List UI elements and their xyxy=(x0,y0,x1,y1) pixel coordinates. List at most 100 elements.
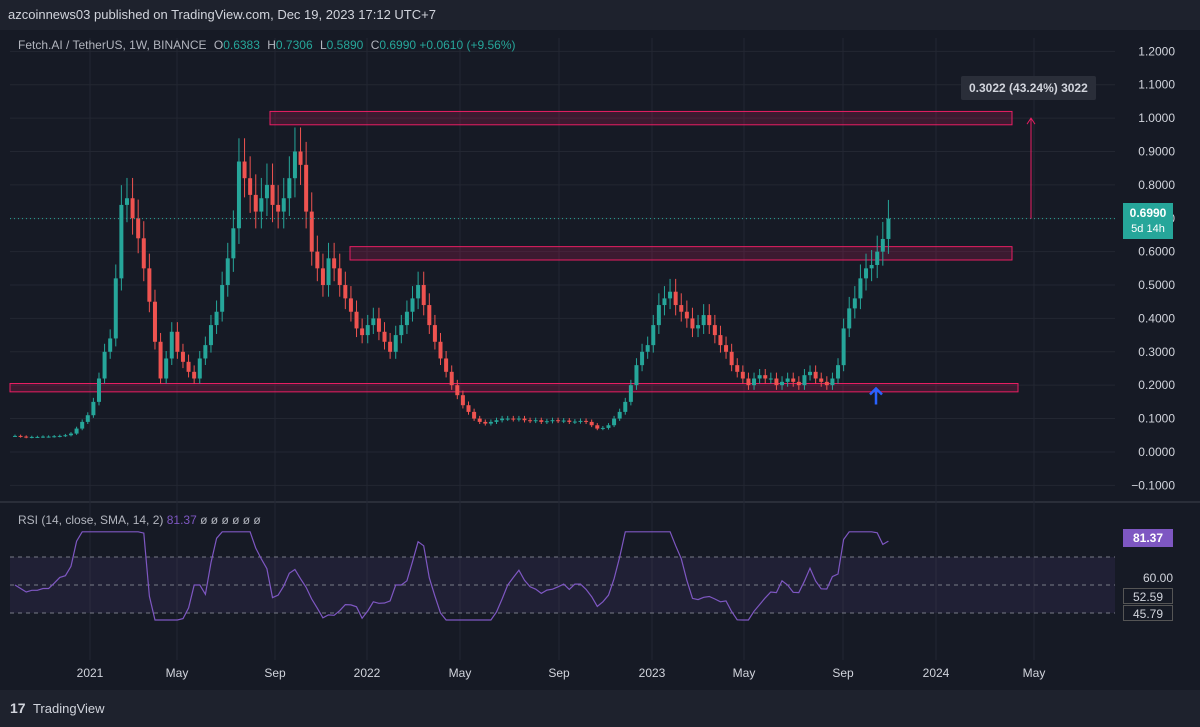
zone-resistance xyxy=(269,110,1013,126)
change-value: +0.0610 (+9.56%) xyxy=(419,38,516,52)
candle-body xyxy=(360,328,365,336)
candle-body xyxy=(91,401,96,416)
rsi-legend: RSI (14, close, SMA, 14, 2) 81.37 ø ø ø … xyxy=(18,513,261,527)
candle-body xyxy=(819,378,824,382)
symbol-name[interactable]: Fetch.AI / TetherUS, 1W, BINANCE xyxy=(18,38,207,52)
candle-body xyxy=(63,435,68,437)
candle-body xyxy=(309,211,314,252)
low-value: 0.5890 xyxy=(326,38,364,52)
candle-body xyxy=(763,375,768,379)
rsi-label[interactable]: RSI (14, close, SMA, 14, 2) xyxy=(18,513,164,527)
candle-body xyxy=(220,285,225,312)
candle-body xyxy=(119,204,124,279)
candle-body xyxy=(141,238,146,269)
candle-body xyxy=(96,378,101,402)
candle-body xyxy=(124,198,129,205)
candle-body xyxy=(852,298,857,309)
candle-body xyxy=(880,238,885,252)
candle-body xyxy=(444,358,449,372)
y-tick-label: 1.1000 xyxy=(1138,78,1175,92)
candle-body xyxy=(40,436,45,438)
candle-body xyxy=(500,418,505,421)
candle-body xyxy=(382,331,387,342)
rsi-extras: ø ø ø ø ø ø xyxy=(200,513,261,527)
candle-body xyxy=(780,381,785,386)
candle-body xyxy=(52,436,57,438)
candle-body xyxy=(847,308,852,329)
candle-body xyxy=(13,435,17,437)
x-tick-label: Sep xyxy=(548,666,570,680)
candle-body xyxy=(24,436,29,438)
candle-body xyxy=(332,258,337,269)
x-tick-label: Sep xyxy=(264,666,286,680)
y-tick-label: 0.4000 xyxy=(1138,311,1175,325)
x-tick-label: 2023 xyxy=(639,666,666,680)
candle-body xyxy=(35,436,40,438)
candle-body xyxy=(578,420,583,422)
tradingview-brand[interactable]: TradingView xyxy=(32,701,105,716)
candle-body xyxy=(18,435,23,437)
y-tick-label: 0.0000 xyxy=(1138,445,1175,459)
candle-body xyxy=(46,436,51,438)
x-tick-label: May xyxy=(166,666,189,680)
candle-body xyxy=(136,218,141,239)
y-tick-label: 0.3000 xyxy=(1138,345,1175,359)
tradingview-logo-icon[interactable]: 17 xyxy=(10,700,26,716)
x-tick-label: 2021 xyxy=(77,666,104,680)
candle-body xyxy=(589,421,594,426)
candle-body xyxy=(29,436,34,438)
candle-body xyxy=(236,161,241,229)
candle-body xyxy=(544,421,549,423)
candle-body xyxy=(242,161,247,179)
publish-header: azcoinnews03 published on TradingView.co… xyxy=(0,0,1200,30)
tradingview-footer: 17 TradingView xyxy=(0,690,1200,727)
candle-body xyxy=(460,395,465,406)
candle-body xyxy=(836,365,841,379)
candle-body xyxy=(57,435,62,437)
candle-body xyxy=(752,378,757,386)
y-tick-label: 1.2000 xyxy=(1138,44,1175,58)
candle-body xyxy=(718,335,723,346)
candle-body xyxy=(292,151,297,179)
measure-label: 0.3022 (43.24%) 3022 xyxy=(961,76,1096,100)
candle-body xyxy=(253,194,258,212)
candle-body xyxy=(550,420,555,422)
candle-body xyxy=(679,305,684,312)
candle-body xyxy=(130,198,135,219)
x-tick-label: May xyxy=(449,666,472,680)
candle-body xyxy=(533,420,538,422)
candle-body xyxy=(869,265,874,269)
x-tick-label: 2024 xyxy=(923,666,950,680)
candle-body xyxy=(796,381,801,386)
candle-body xyxy=(432,325,437,342)
candle-body xyxy=(886,218,891,239)
candle-body xyxy=(824,381,829,386)
candle-body xyxy=(304,164,309,212)
rsi-sma-tag: 52.59 xyxy=(1123,588,1173,604)
candle-body xyxy=(791,378,796,382)
candle-body xyxy=(472,411,477,419)
price-chart[interactable]: 1.20001.10001.00000.90000.80000.70000.60… xyxy=(0,30,1200,690)
candle-body xyxy=(365,325,370,336)
candle-body xyxy=(225,258,230,286)
ohlc-legend: Fetch.AI / TetherUS, 1W, BINANCE O0.6383… xyxy=(18,38,516,52)
rsi-legend-value: 81.37 xyxy=(166,513,197,527)
candle-body xyxy=(746,378,751,386)
y-tick-label: 0.1000 xyxy=(1138,412,1175,426)
candle-body xyxy=(455,385,460,396)
candle-body xyxy=(724,345,729,352)
candle-body xyxy=(466,405,471,412)
candle-body xyxy=(197,358,202,379)
close-value: 0.6990 xyxy=(379,38,417,52)
candle-body xyxy=(393,335,398,352)
low-label: L xyxy=(319,38,327,52)
x-tick-label: 2022 xyxy=(354,666,381,680)
candle-body xyxy=(623,401,628,412)
candle-body xyxy=(785,378,790,382)
candle-body xyxy=(595,425,600,429)
up-arrow-icon xyxy=(869,386,883,405)
rsi-tick-label: 60.00 xyxy=(1143,571,1173,585)
candle-body xyxy=(567,420,572,422)
candle-body xyxy=(539,420,544,422)
y-tick-label: 0.2000 xyxy=(1138,378,1175,392)
